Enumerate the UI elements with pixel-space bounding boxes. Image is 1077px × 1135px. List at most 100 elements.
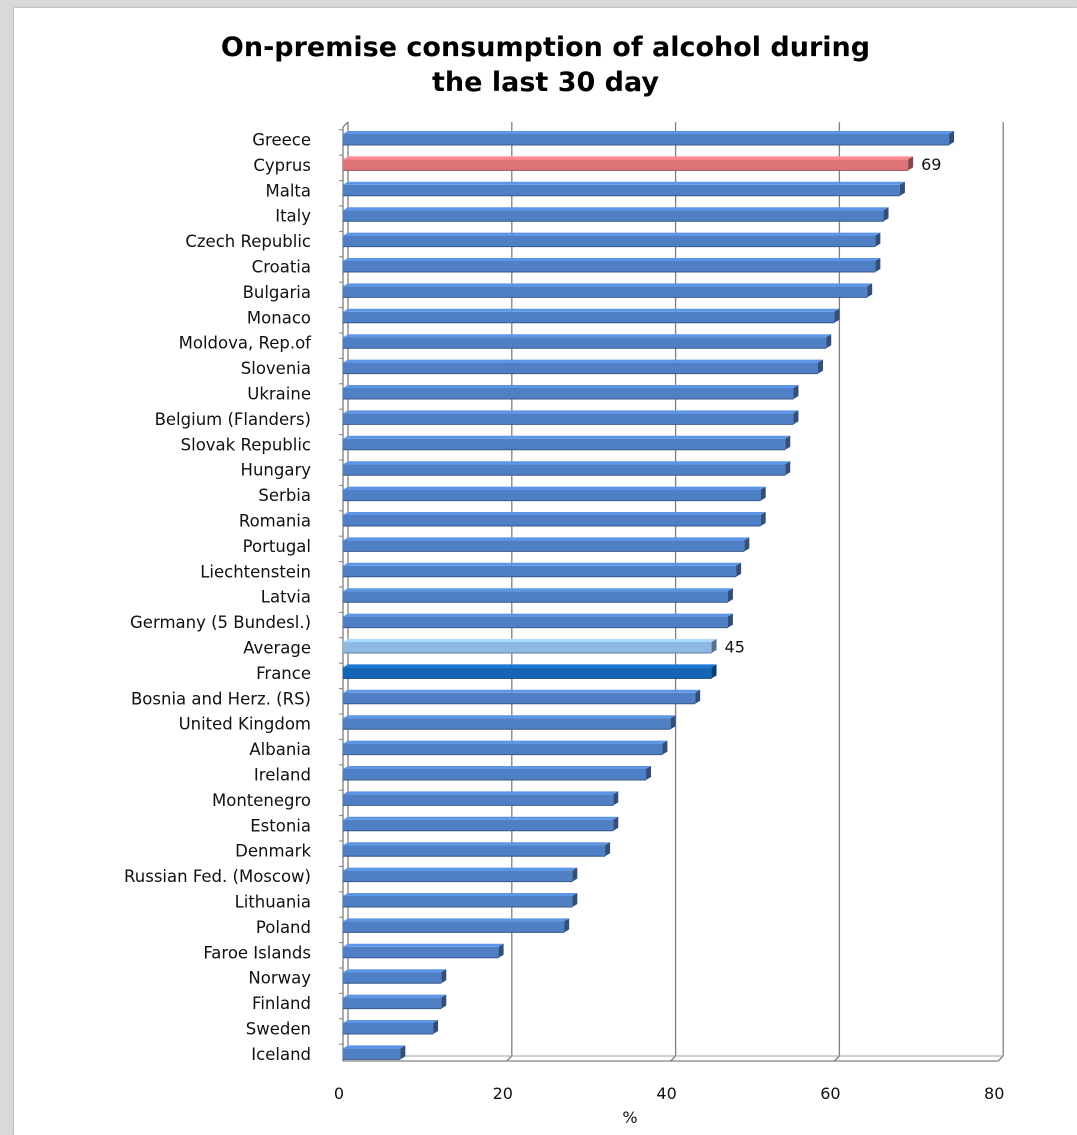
bar-top-liechtenstein xyxy=(343,562,742,566)
category-label: Albania xyxy=(249,740,311,759)
x-tick-label: 0 xyxy=(334,1084,344,1103)
bar-bosnia-and-herz-rs xyxy=(343,689,701,705)
x-axis-title: % xyxy=(622,1108,637,1127)
category-label: Serbia xyxy=(258,486,311,505)
bar-estonia xyxy=(343,816,619,832)
bar-france xyxy=(343,664,717,679)
category-label: Sweden xyxy=(246,1020,311,1039)
bar-germany-5-bundesl xyxy=(343,613,733,629)
bar-top-italy xyxy=(343,207,889,211)
bar-front-bosnia-and-herz-rs xyxy=(343,692,696,704)
x-tick-label: 80 xyxy=(984,1084,1004,1103)
category-label: Russian Fed. (Moscow) xyxy=(124,867,311,886)
bar-top-faroe-islands xyxy=(343,943,504,947)
category-label: Belgium (Flanders) xyxy=(155,410,311,429)
category-label: Hungary xyxy=(241,461,312,480)
bar-front-monaco xyxy=(343,311,835,323)
bar-russian-fed-moscow xyxy=(343,867,578,883)
bar-end-slovak-republic xyxy=(785,435,791,450)
bar-front-denmark xyxy=(343,845,606,857)
bar-front-montenegro xyxy=(343,794,614,806)
bar-romania xyxy=(343,512,766,527)
category-label: Estonia xyxy=(250,816,311,835)
bar-front-malta xyxy=(343,184,900,196)
category-label: Denmark xyxy=(235,842,311,861)
category-label: Bosnia and Herz. (RS) xyxy=(131,689,311,708)
category-label: France xyxy=(256,664,311,683)
category-label: Finland xyxy=(252,994,311,1013)
bar-united-kingdom xyxy=(343,715,676,730)
bar-top-denmark xyxy=(343,842,611,846)
x-tick-label: 40 xyxy=(656,1084,676,1103)
bar-top-serbia xyxy=(343,486,766,490)
bar-belgium-flanders xyxy=(343,410,799,425)
bar-serbia xyxy=(343,486,766,502)
gridline-depth-20 xyxy=(506,1055,513,1062)
category-label: Slovak Republic xyxy=(181,435,311,454)
bar-italy xyxy=(343,207,889,222)
category-label: Portugal xyxy=(243,537,311,556)
bar-front-greece xyxy=(343,134,950,145)
bar-top-ireland xyxy=(343,766,652,769)
bar-front-croatia xyxy=(343,261,876,272)
bar-front-romania xyxy=(343,515,761,526)
bar-front-italy xyxy=(343,210,884,222)
bar-top-lithuania xyxy=(343,893,578,896)
bar-ireland xyxy=(343,766,652,781)
bar-end-serbia xyxy=(760,486,766,501)
category-label: Liechtenstein xyxy=(200,562,311,581)
bar-front-iceland xyxy=(343,1048,401,1060)
bar-end-lithuania xyxy=(572,893,578,907)
bar-front-slovenia xyxy=(343,362,819,374)
bar-top-portugal xyxy=(343,537,750,541)
bar-top-ukraine xyxy=(343,385,799,388)
category-label: Latvia xyxy=(261,588,311,607)
category-label: Romania xyxy=(239,512,311,531)
bar-front-france xyxy=(343,667,712,679)
bar-front-albania xyxy=(343,743,663,755)
bar-end-malta xyxy=(899,181,905,196)
bar-czech-republic xyxy=(343,232,881,248)
bar-bulgaria xyxy=(343,283,873,298)
bar-top-cyprus xyxy=(343,156,914,160)
bar-top-sweden xyxy=(343,1020,439,1023)
category-label: Average xyxy=(243,639,311,658)
bar-top-united-kingdom xyxy=(343,715,676,719)
bar-portugal xyxy=(343,537,750,552)
category-label: Croatia xyxy=(252,258,311,277)
bar-end-faroe-islands xyxy=(498,943,504,958)
bar-front-faroe-islands xyxy=(343,946,499,958)
category-label: Slovenia xyxy=(241,359,311,378)
bar-top-croatia xyxy=(343,258,881,261)
category-label: Monaco xyxy=(247,308,311,327)
bar-front-germany-5-bundesl xyxy=(343,616,728,628)
bar-end-slovenia xyxy=(818,359,824,374)
category-label: Malta xyxy=(265,181,311,200)
bar-end-estonia xyxy=(613,816,619,831)
gridline-depth-40 xyxy=(670,1055,677,1062)
y-axis-top-edge xyxy=(342,121,349,128)
x-tick-label: 60 xyxy=(820,1084,840,1103)
bar-end-romania xyxy=(760,512,766,526)
bar-top-moldova-rep-of xyxy=(343,334,832,338)
bar-front-serbia xyxy=(343,489,761,501)
category-label: Faroe Islands xyxy=(203,943,311,962)
bar-top-hungary xyxy=(343,461,791,465)
bar-latvia xyxy=(343,588,733,603)
bar-top-latvia xyxy=(343,588,733,592)
bar-front-latvia xyxy=(343,591,728,603)
bar-top-norway xyxy=(343,969,447,973)
bar-end-france xyxy=(711,664,717,679)
bar-end-bulgaria xyxy=(867,283,873,298)
bar-end-norway xyxy=(441,969,447,984)
bar-top-montenegro xyxy=(343,791,619,795)
bar-top-germany-5-bundesl xyxy=(343,613,733,617)
bar-average xyxy=(343,639,717,654)
bar-lithuania xyxy=(343,893,578,908)
bar-end-albania xyxy=(662,740,668,755)
bar-front-ukraine xyxy=(343,388,794,399)
bar-top-czech-republic xyxy=(343,232,881,236)
bar-front-bulgaria xyxy=(343,286,868,298)
bar-end-average xyxy=(711,639,717,653)
bar-end-liechtenstein xyxy=(736,562,742,577)
